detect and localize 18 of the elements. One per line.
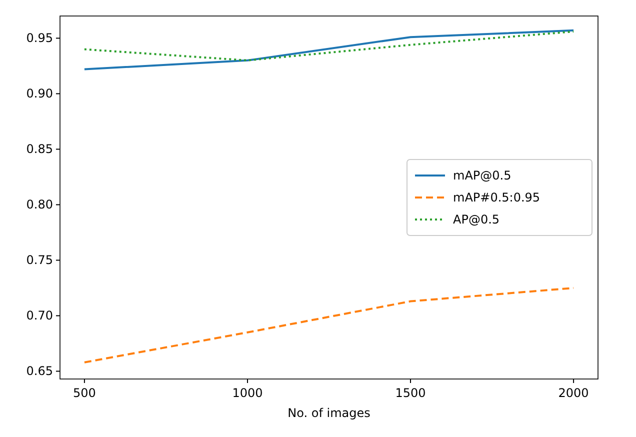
x-tick-label: 2000 — [558, 386, 589, 400]
y-tick-label: 0.95 — [26, 31, 53, 46]
x-tick-label: 1000 — [232, 386, 263, 400]
x-tick-label: 500 — [73, 386, 96, 400]
x-axis-title: No. of images — [288, 406, 370, 420]
legend-label: mAP@0.5 — [453, 168, 512, 182]
y-tick-label: 0.70 — [26, 308, 53, 323]
legend-label: AP@0.5 — [453, 212, 500, 226]
y-tick-label: 0.90 — [26, 86, 53, 101]
y-tick-label: 0.80 — [26, 198, 53, 212]
y-tick-label: 0.75 — [26, 253, 53, 268]
y-tick-label: 0.85 — [26, 142, 53, 156]
line-series — [83, 286, 575, 364]
line-series — [83, 29, 575, 70]
legend-label: mAP#0.5:0.95 — [453, 190, 540, 204]
x-tick-label: 1500 — [395, 386, 426, 400]
line-series — [83, 30, 575, 62]
y-tick-label: 0.65 — [26, 364, 53, 378]
